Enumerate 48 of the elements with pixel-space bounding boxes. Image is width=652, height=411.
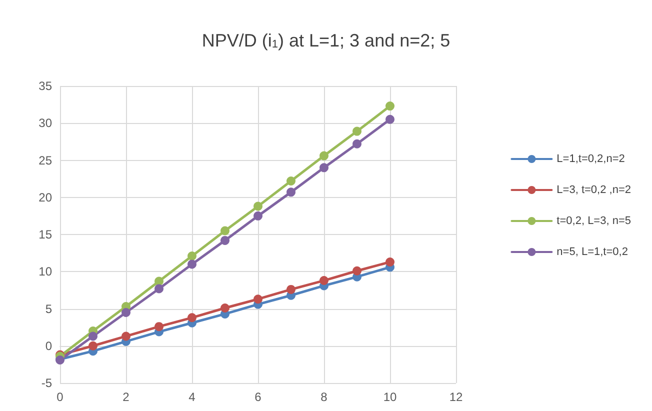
point [220,236,230,245]
point [88,341,98,350]
y-tick-label: 35 [38,79,52,93]
point [320,276,328,286]
y-tick-label: 0 [45,338,52,353]
point [286,188,296,197]
point [188,252,196,261]
point [220,304,230,313]
x-tick-label: 8 [320,390,328,404]
point [352,126,362,136]
x-tick-label: 12 [449,390,463,404]
point [122,332,130,341]
point [352,266,362,276]
point [386,102,394,111]
point [320,163,328,172]
point [122,308,130,317]
y-tick-label: 25 [38,153,52,168]
y-tick-label: -5 [41,376,52,390]
x-tick-label: 4 [188,390,196,404]
x-tick-label: 2 [122,390,130,404]
point [386,114,394,124]
point [154,322,164,332]
legend-label: t=0,2, L=3, n=5 [556,215,632,227]
point [386,257,394,266]
point [286,176,296,186]
point [254,211,262,220]
point [154,284,164,294]
point [286,284,296,294]
x-tick-label: 0 [56,390,64,404]
y-tick-label: 10 [38,264,52,279]
point [188,313,196,322]
point [188,260,196,269]
point [352,139,362,148]
legend-label: L=3, t=0,2 ,n=2 [556,184,632,196]
y-tick-label: 15 [38,228,52,242]
point [320,151,328,160]
point [254,294,262,304]
y-tick-label: 5 [45,302,52,316]
chart-title: NPV/D (i1) at L=1; 3 and n=2; 5 [202,30,450,50]
y-tick-label: 30 [38,116,52,130]
point [254,202,262,211]
y-tick-label: 20 [38,190,52,204]
legend-label: n=5, L=1,t=0,2 [556,246,628,258]
point [220,226,230,236]
point [88,332,98,341]
x-tick-label: 6 [254,390,262,404]
x-tick-label: 10 [383,390,397,404]
legend-label: L=1,t=0,2,n=2 [556,153,625,165]
